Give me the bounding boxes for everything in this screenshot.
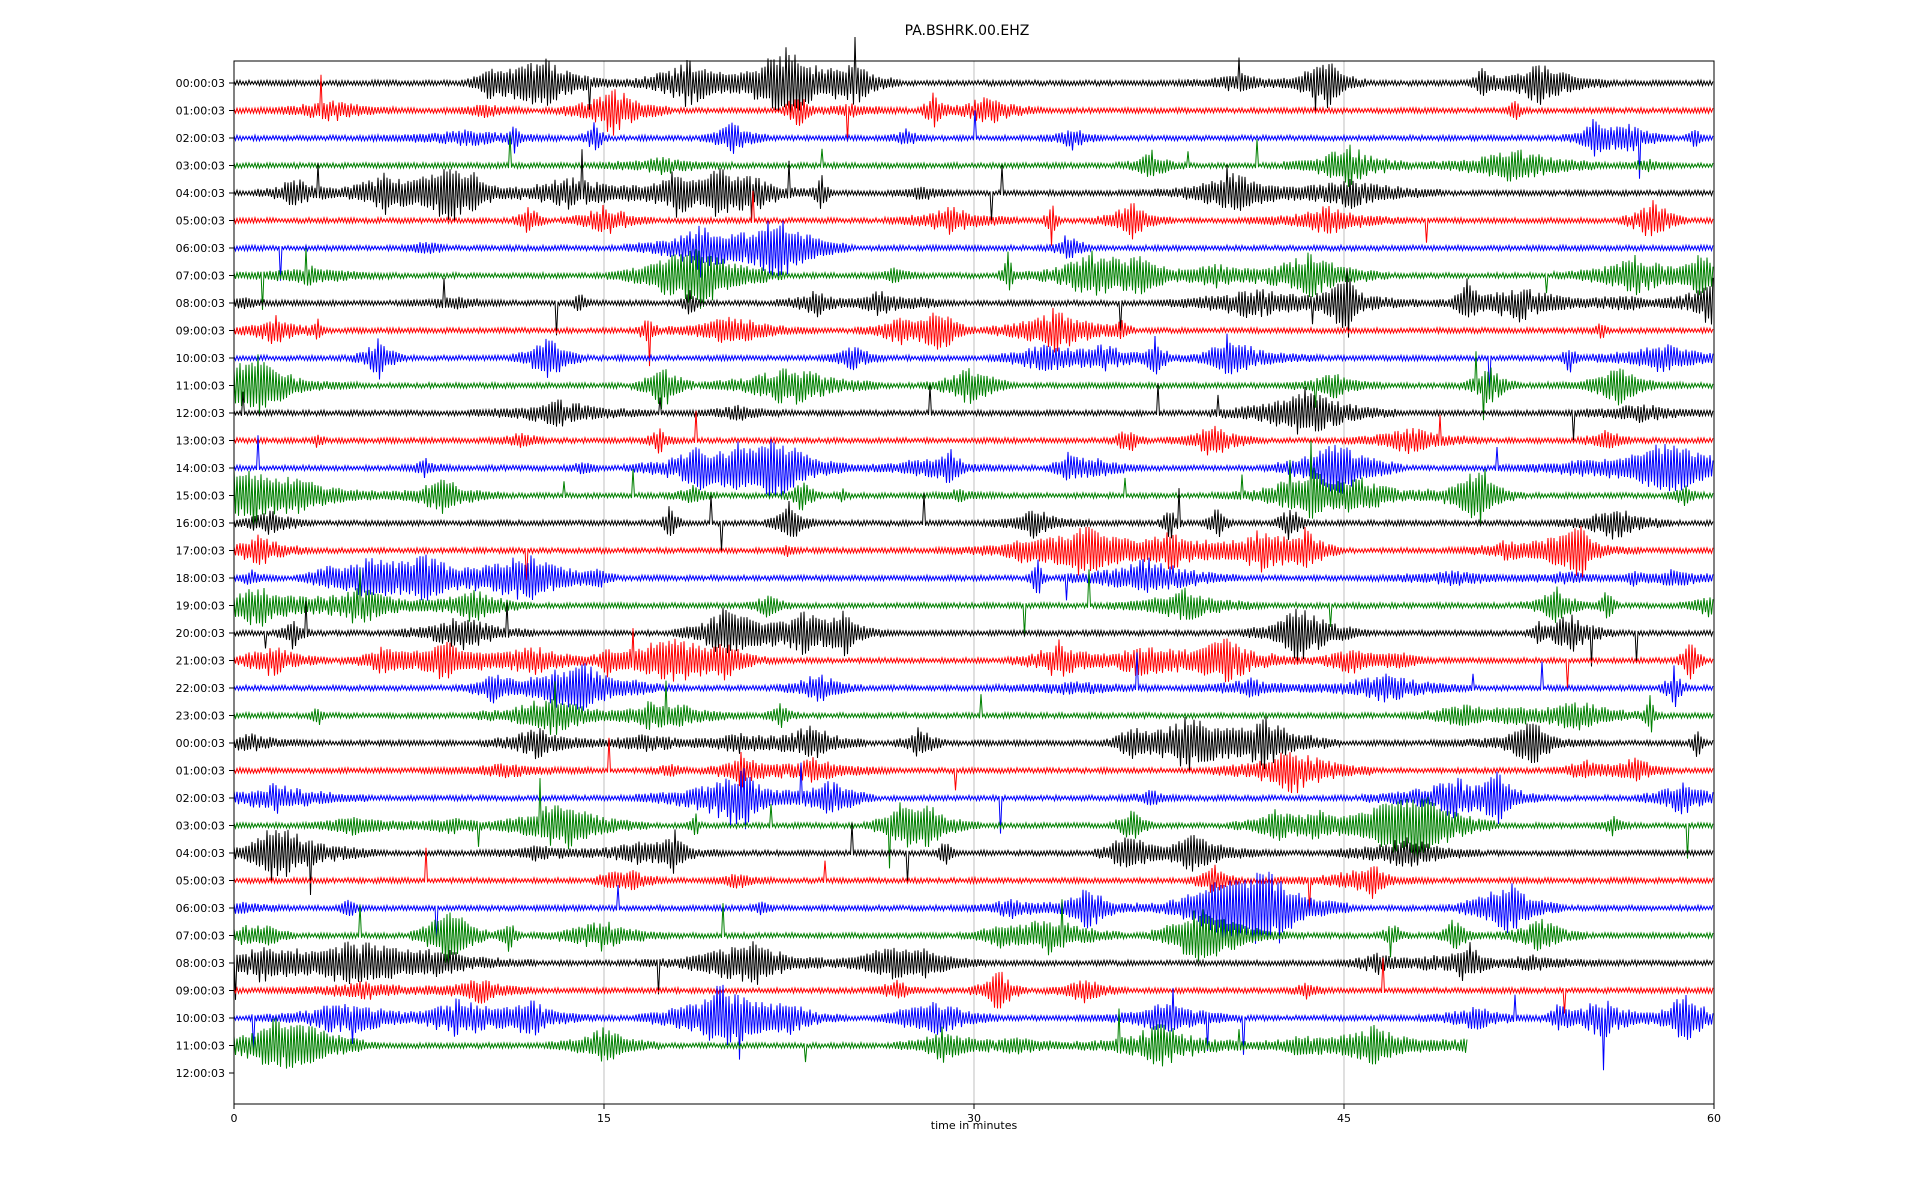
- x-tick-label: 45: [1337, 1112, 1351, 1125]
- y-tick-label: 08:00:03: [176, 297, 225, 310]
- y-axis-ticks: 00:00:03 01:00:03 02:00:03 03:00:03 04:00:03…: [176, 77, 234, 1080]
- y-tick-label: 08:00:03: [176, 957, 225, 970]
- trace-row-34: [233, 984, 1714, 1071]
- y-tick-label: 10:00:03: [176, 352, 225, 365]
- y-tick-label: 06:00:03: [176, 242, 225, 255]
- trace-row-28: [233, 822, 1714, 896]
- trace-row-23: [233, 680, 1714, 735]
- trace-row-24: [233, 716, 1714, 772]
- y-tick-label: 06:00:03: [176, 902, 225, 915]
- trace-row-31: [233, 899, 1714, 965]
- x-tick-label: 15: [597, 1112, 611, 1125]
- y-tick-label: 07:00:03: [176, 930, 225, 943]
- trace-row-26: [233, 762, 1714, 834]
- trace-row-8: [233, 268, 1714, 338]
- trace-row-7: [233, 247, 1714, 310]
- trace-row-19: [233, 568, 1714, 637]
- y-tick-label: 11:00:03: [176, 380, 225, 393]
- y-tick-label: 22:00:03: [176, 682, 225, 695]
- y-tick-label: 07:00:03: [176, 270, 225, 283]
- trace-row-17: [233, 525, 1714, 581]
- trace-row-5: [233, 190, 1714, 246]
- x-axis-label: time in minutes: [931, 1119, 1018, 1132]
- y-tick-label: 10:00:03: [176, 1012, 225, 1025]
- trace-row-21: [233, 628, 1714, 689]
- y-tick-label: 16:00:03: [176, 517, 225, 530]
- y-tick-label: 03:00:03: [176, 160, 225, 173]
- trace-row-11: [233, 351, 1714, 421]
- trace-row-12: [233, 382, 1714, 441]
- y-tick-label: 01:00:03: [176, 765, 225, 778]
- y-tick-label: 04:00:03: [176, 187, 225, 200]
- trace-row-22: [233, 652, 1714, 711]
- y-tick-label: 09:00:03: [176, 325, 225, 338]
- seismic-traces: [233, 36, 1714, 1071]
- y-tick-label: 00:00:03: [176, 77, 225, 90]
- y-tick-label: 11:00:03: [176, 1040, 225, 1053]
- trace-row-15: [233, 440, 1714, 528]
- x-tick-label: 30: [967, 1112, 981, 1125]
- trace-row-1: [233, 74, 1714, 142]
- trace-row-4: [233, 149, 1714, 221]
- y-tick-label: 02:00:03: [176, 132, 225, 145]
- y-tick-label: 09:00:03: [176, 985, 225, 998]
- y-tick-label: 18:00:03: [176, 572, 225, 585]
- y-tick-label: 02:00:03: [176, 792, 225, 805]
- y-tick-label: 01:00:03: [176, 105, 225, 118]
- y-tick-label: 20:00:03: [176, 627, 225, 640]
- trace-row-33: [233, 957, 1714, 1014]
- y-tick-label: 03:00:03: [176, 820, 225, 833]
- trace-row-9: [233, 307, 1714, 367]
- x-tick-label: 60: [1707, 1112, 1721, 1125]
- trace-row-35: [233, 1008, 1468, 1069]
- y-tick-label: 05:00:03: [176, 215, 225, 228]
- y-tick-label: 12:00:03: [176, 407, 225, 420]
- trace-row-29: [233, 847, 1714, 911]
- trace-row-10: [233, 333, 1714, 391]
- trace-row-3: [233, 134, 1714, 187]
- y-tick-label: 05:00:03: [176, 875, 225, 888]
- y-tick-label: 19:00:03: [176, 600, 225, 613]
- y-tick-label: 13:00:03: [176, 435, 225, 448]
- trace-row-25: [233, 737, 1714, 794]
- y-tick-label: 23:00:03: [176, 710, 225, 723]
- trace-row-32: [233, 941, 1714, 1000]
- y-tick-label: 00:00:03: [176, 737, 225, 750]
- y-tick-label: 21:00:03: [176, 655, 225, 668]
- trace-row-18: [233, 554, 1714, 601]
- trace-row-30: [233, 871, 1714, 944]
- trace-row-13: [233, 410, 1714, 456]
- y-tick-label: 04:00:03: [176, 847, 225, 860]
- y-tick-label: 17:00:03: [176, 545, 225, 558]
- y-tick-label: 15:00:03: [176, 490, 225, 503]
- trace-row-16: [233, 488, 1714, 551]
- trace-row-0: [233, 36, 1714, 113]
- y-tick-label: 12:00:03: [176, 1067, 225, 1080]
- trace-row-14: [233, 435, 1714, 498]
- trace-row-6: [233, 220, 1714, 281]
- x-axis-ticks: 0 15 30 45 60: [231, 1104, 1721, 1125]
- trace-row-27: [233, 778, 1714, 869]
- trace-row-20: [233, 601, 1714, 667]
- chart-title: PA.BSHRK.00.EHZ: [905, 23, 1030, 39]
- y-tick-label: 14:00:03: [176, 462, 225, 475]
- x-tick-label: 0: [231, 1112, 238, 1125]
- trace-row-2: [233, 110, 1714, 179]
